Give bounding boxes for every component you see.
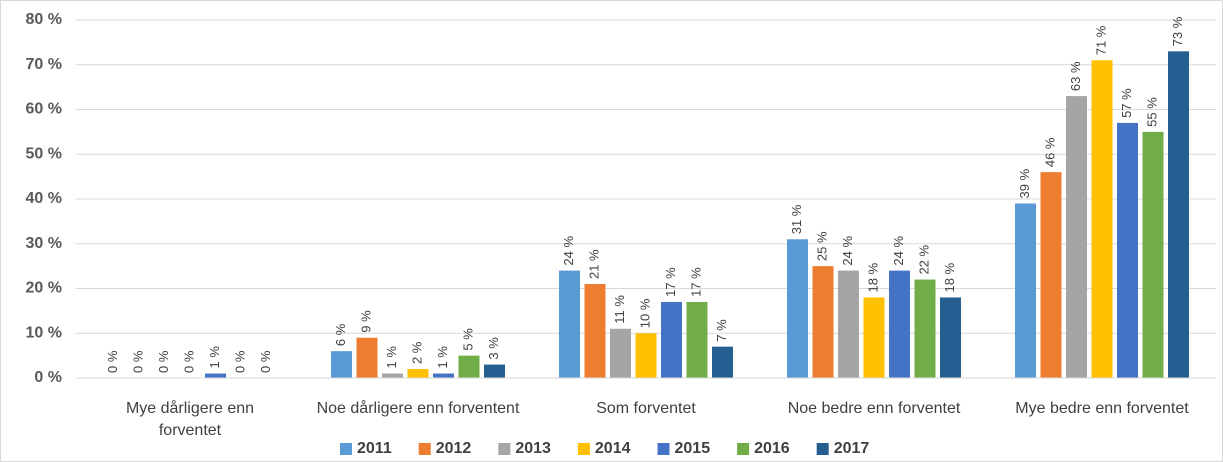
data-label: 3 % (486, 337, 501, 360)
data-label: 17 % (688, 267, 703, 297)
data-label: 9 % (358, 310, 373, 333)
bar (686, 301, 708, 378)
data-label: 5 % (460, 328, 475, 351)
y-tick-label: 60 % (26, 101, 62, 118)
y-tick-label: 20 % (26, 280, 62, 297)
bar (1040, 172, 1062, 378)
data-label: 55 % (1144, 97, 1159, 127)
legend-label: 2017 (834, 440, 870, 457)
data-label: 11 % (612, 295, 627, 324)
bar (1142, 131, 1164, 378)
data-label: 24 % (840, 236, 855, 266)
bar (889, 270, 910, 378)
bar (407, 369, 429, 378)
bar (356, 337, 378, 378)
data-label: 18 % (942, 262, 957, 292)
legend-swatch (577, 443, 590, 455)
y-tick-label: 40 % (26, 190, 62, 207)
data-label: 21 % (586, 249, 601, 279)
bar (787, 239, 808, 378)
bar (584, 284, 606, 378)
data-label: 0 % (105, 350, 120, 373)
data-label: 1 % (435, 346, 450, 369)
x-tick-label: Noe dårligere enn forventent (316, 400, 520, 417)
legend-label: 2015 (675, 440, 711, 457)
legend-label: 2014 (595, 440, 631, 457)
bar (863, 297, 885, 378)
legend-label: 2012 (436, 440, 472, 457)
y-tick-label: 50 % (26, 145, 62, 162)
legend-swatch (816, 443, 829, 455)
data-label: 39 % (1017, 168, 1032, 198)
bar (610, 328, 631, 378)
data-label: 24 % (891, 236, 906, 266)
bar (1168, 51, 1189, 378)
legend-label: 2013 (515, 440, 551, 457)
y-tick-label: 30 % (26, 235, 62, 252)
y-tick-label: 70 % (26, 56, 62, 73)
y-tick-label: 0 % (34, 369, 62, 386)
bar (382, 373, 403, 378)
data-label: 31 % (789, 204, 804, 234)
x-tick-label: Mye dårligere enn forventet (125, 400, 255, 439)
data-label: 0 % (156, 350, 171, 373)
data-label: 73 % (1170, 16, 1185, 46)
data-label: 57 % (1119, 88, 1134, 118)
legend-swatch (340, 443, 352, 455)
data-label: 7 % (714, 319, 729, 342)
data-label: 0 % (258, 350, 273, 373)
bar (484, 364, 505, 378)
data-label: 25 % (814, 231, 829, 261)
legend-swatch (498, 443, 511, 455)
bar (1117, 122, 1138, 378)
data-label: 0 % (232, 350, 247, 373)
legend-swatch (418, 443, 431, 455)
data-label: 24 % (561, 236, 576, 266)
data-label: 0 % (130, 350, 145, 373)
bar (205, 373, 226, 378)
x-tick-label: Noe bedre enn forventet (787, 400, 961, 417)
x-tick-label: Mye bedre enn forventet (1015, 400, 1189, 417)
bar (940, 297, 961, 378)
bar (1091, 60, 1113, 379)
legend-label: 2016 (754, 440, 790, 457)
bar (661, 301, 682, 378)
data-label: 2 % (409, 341, 424, 364)
legend-swatch (737, 443, 750, 455)
legend-swatch (657, 443, 670, 455)
bar (433, 373, 454, 378)
bar (914, 279, 936, 378)
data-label: 18 % (865, 262, 880, 292)
legend-label: 2011 (357, 440, 392, 457)
data-label: 1 % (207, 346, 222, 369)
y-tick-label: 10 % (26, 324, 62, 341)
data-label: 1 % (384, 346, 399, 369)
bar (1066, 96, 1087, 378)
data-label: 6 % (333, 323, 348, 346)
data-label: 0 % (181, 350, 196, 373)
data-label: 22 % (916, 244, 931, 274)
bar (331, 351, 352, 378)
bar (458, 355, 480, 378)
bar (838, 270, 859, 378)
bar (559, 270, 580, 378)
x-tick-label: Som forventet (596, 400, 696, 417)
y-tick-label: 80 % (26, 11, 62, 28)
bar (1015, 203, 1036, 378)
data-label: 17 % (663, 267, 678, 297)
data-label: 63 % (1068, 61, 1083, 91)
bar (635, 333, 657, 378)
data-label: 10 % (637, 298, 652, 328)
bar (812, 266, 834, 378)
data-label: 46 % (1042, 137, 1057, 167)
data-label: 71 % (1093, 25, 1108, 55)
bar (712, 346, 733, 378)
